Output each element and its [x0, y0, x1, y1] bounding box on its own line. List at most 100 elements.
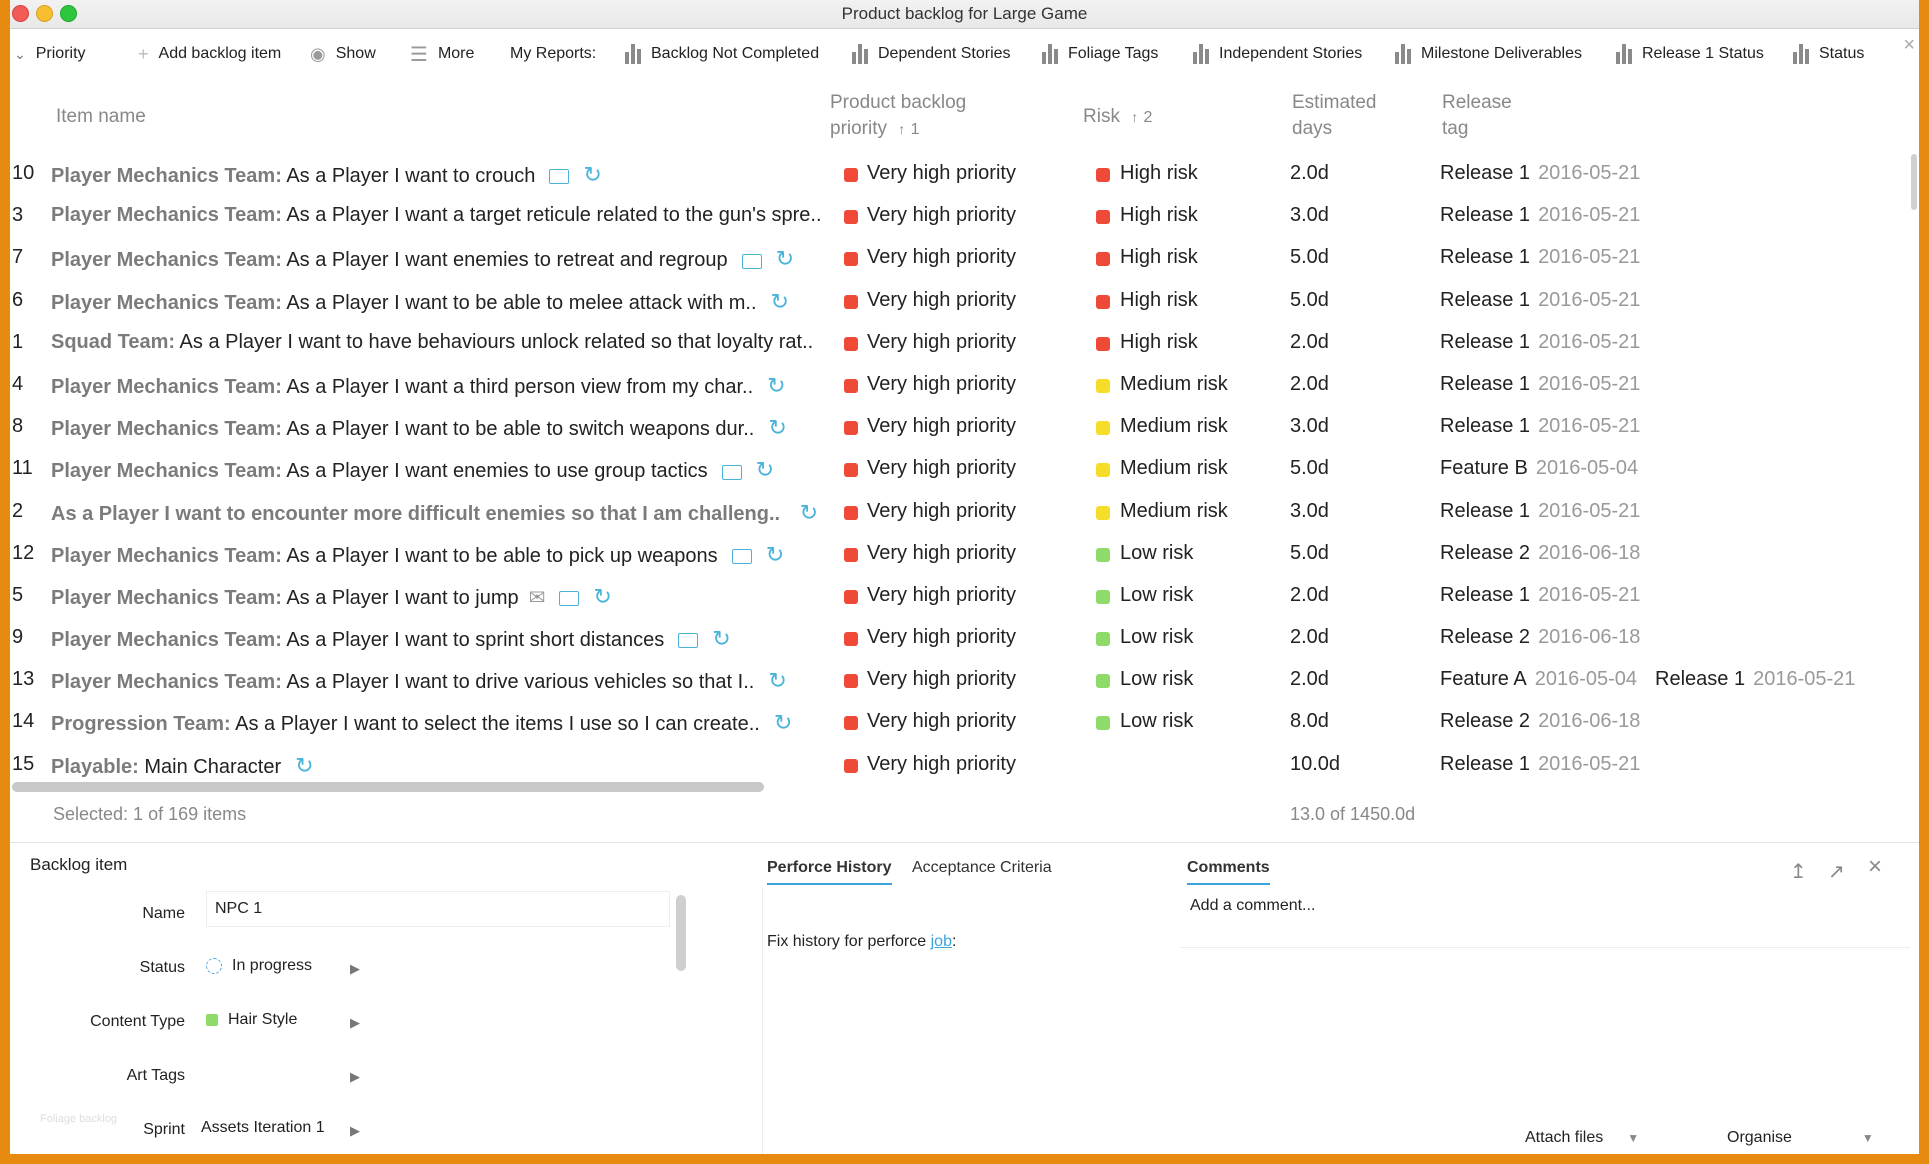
add-backlog-item-button[interactable]: + Add backlog item	[138, 44, 281, 65]
organise-button[interactable]: Organise ▼	[1727, 1129, 1874, 1146]
workflow-icon[interactable]: ↻	[775, 246, 795, 272]
item-name[interactable]: Player Mechanics Team: As a Player I wan…	[51, 204, 821, 227]
table-row[interactable]: 5 Player Mechanics Team: As a Player I wa…	[10, 576, 1919, 618]
item-name[interactable]: Player Mechanics Team: As a Player I wan…	[51, 162, 821, 188]
close-icon[interactable]: ×	[1903, 34, 1915, 56]
content-type-field[interactable]: Hair Style	[206, 1011, 297, 1029]
sprint-expand-icon[interactable]: ▶	[350, 1123, 360, 1138]
table-row[interactable]: 15 Playable: Main Character ↻ Very high pri…	[10, 745, 1919, 787]
comment-box[interactable]	[1180, 887, 1910, 948]
minimize-window-button[interactable]	[36, 5, 53, 22]
table-row[interactable]: 13 Player Mechanics Team: As a Player I w…	[10, 660, 1919, 702]
content-type-expand-icon[interactable]: ▶	[350, 1015, 360, 1030]
workflow-icon[interactable]: ↻	[712, 626, 731, 652]
comment-icon[interactable]	[731, 548, 752, 564]
item-name[interactable]: Player Mechanics Team: As a Player I wan…	[51, 584, 821, 610]
column-priority[interactable]: Product backlog priority ↑ 1	[830, 90, 1020, 143]
item-name[interactable]: Player Mechanics Team: As a Player I wan…	[51, 289, 821, 315]
horizontal-scrollbar[interactable]	[12, 782, 764, 792]
table-row[interactable]: 8 Player Mechanics Team: As a Player I wa…	[10, 407, 1919, 449]
workflow-icon[interactable]: ↻	[755, 457, 775, 483]
workflow-icon[interactable]: ↻	[799, 499, 819, 525]
show-button[interactable]: ◉ Show	[310, 44, 376, 65]
pin-icon[interactable]: ↥	[1790, 861, 1807, 883]
art-tags-expand-icon[interactable]: ▶	[350, 1069, 360, 1084]
release-tag: Release 1 2016-05-21	[1440, 246, 1640, 269]
workflow-icon[interactable]: ↻	[583, 162, 602, 187]
close-window-button[interactable]	[12, 5, 29, 22]
comment-placeholder[interactable]: Add a comment...	[1190, 897, 1316, 914]
vertical-scrollbar[interactable]	[1911, 154, 1917, 210]
item-name[interactable]: Player Mechanics Team: As a Player I wan…	[51, 373, 821, 399]
column-item-name[interactable]: Item name	[56, 106, 146, 127]
table-row[interactable]: 12 Player Mechanics Team: As a Player I w…	[10, 534, 1919, 576]
table-row[interactable]: 3 Player Mechanics Team: As a Player I wa…	[10, 196, 1919, 238]
column-risk[interactable]: Risk ↑ 2	[1083, 104, 1152, 131]
report-status[interactable]: Status	[1793, 44, 1864, 64]
comment-icon[interactable]	[741, 253, 762, 269]
report-foliage-tags[interactable]: Foliage Tags	[1042, 44, 1158, 64]
item-name[interactable]: Player Mechanics Team: As a Player I wan…	[51, 457, 821, 483]
report-dependent-stories[interactable]: Dependent Stories	[852, 44, 1011, 64]
workflow-icon[interactable]: ↻	[770, 288, 789, 314]
comment-icon[interactable]	[678, 633, 699, 649]
comment-icon[interactable]	[721, 464, 742, 480]
workflow-icon[interactable]: ↻	[295, 752, 314, 778]
item-name[interactable]: Player Mechanics Team: As a Player I wan…	[51, 668, 821, 694]
item-id: 1	[12, 330, 24, 353]
job-link[interactable]: job	[930, 933, 952, 950]
more-button[interactable]: ☰ More	[410, 42, 474, 67]
item-name[interactable]: Player Mechanics Team: As a Player I wan…	[51, 542, 821, 568]
table-row[interactable]: 7 Player Mechanics Team: As a Player I wa…	[10, 238, 1919, 280]
item-name[interactable]: Player Mechanics Team: As a Player I wan…	[51, 626, 821, 652]
comment-icon[interactable]	[549, 169, 570, 185]
item-name[interactable]: Player Mechanics Team: As a Player I wan…	[51, 415, 821, 441]
report-backlog-not-completed[interactable]: Backlog Not Completed	[625, 44, 819, 64]
comment-icon[interactable]	[559, 591, 580, 607]
sprint-field[interactable]: Assets Iteration 1	[201, 1119, 325, 1137]
status-expand-icon[interactable]: ▶	[350, 961, 360, 976]
table-row[interactable]: 10 Player Mechanics Team: As a Player I w…	[10, 154, 1919, 196]
release-name: Release 1	[1655, 668, 1746, 691]
item-name[interactable]: Squad Team: As a Player I want to have b…	[51, 331, 821, 354]
mail-icon[interactable]: ✉	[528, 586, 546, 609]
pop-out-icon[interactable]: ↗	[1828, 861, 1845, 883]
workflow-icon[interactable]: ↻	[768, 668, 787, 694]
item-name[interactable]: As a Player I want to encounter more dif…	[51, 500, 821, 526]
item-name[interactable]: Playable: Main Character ↻	[51, 753, 821, 779]
table-row[interactable]: 14 Progression Team: As a Player I want t…	[10, 702, 1919, 744]
workflow-icon[interactable]: ↻	[773, 710, 793, 736]
workflow-icon[interactable]: ↻	[767, 372, 786, 398]
tab-acceptance-criteria[interactable]: Acceptance Criteria	[912, 859, 1052, 876]
item-name[interactable]: Progression Team: As a Player I want to …	[51, 710, 821, 736]
zoom-window-button[interactable]	[60, 5, 77, 22]
priority-value: Very high priority	[867, 415, 1016, 438]
workflow-icon[interactable]: ↻	[765, 541, 785, 567]
table-row[interactable]: 2 As a Player I want to encounter more di…	[10, 492, 1919, 534]
workflow-icon[interactable]: ↻	[593, 583, 612, 609]
table-row[interactable]: 11 Player Mechanics Team: As a Player I w…	[10, 449, 1919, 491]
table-row[interactable]: 9 Player Mechanics Team: As a Player I wa…	[10, 618, 1919, 660]
report-milestone-deliverables[interactable]: Milestone Deliverables	[1395, 44, 1582, 64]
close-panel-icon[interactable]: ×	[1868, 853, 1883, 880]
table-row[interactable]: 1 Squad Team: As a Player I want to have …	[10, 323, 1919, 365]
toolbar: ⌄ Priority + Add backlog item ◉ Show ☰ M…	[10, 28, 1919, 80]
name-field[interactable]: NPC 1	[206, 891, 670, 927]
tab-perforce-history[interactable]: Perforce History	[767, 859, 892, 885]
table-row[interactable]: 4 Player Mechanics Team: As a Player I wa…	[10, 365, 1919, 407]
tab-comments[interactable]: Comments	[1187, 859, 1270, 885]
priority-menu[interactable]: ⌄ Priority	[14, 45, 86, 63]
report-release-1-status[interactable]: Release 1 Status	[1616, 44, 1764, 64]
report-independent-stories[interactable]: Independent Stories	[1193, 44, 1362, 64]
release-tag: Release 2 2016-06-18	[1440, 710, 1640, 733]
status-field[interactable]: In progress	[206, 957, 312, 975]
column-estimated-days[interactable]: Estimated days	[1292, 92, 1377, 139]
release-name: Release 1	[1440, 162, 1531, 184]
table-row[interactable]: 6 Player Mechanics Team: As a Player I wa…	[10, 281, 1919, 323]
attach-files-button[interactable]: Attach files ▼	[1525, 1129, 1640, 1146]
column-release-tag[interactable]: Release tag	[1442, 92, 1512, 139]
item-name[interactable]: Player Mechanics Team: As a Player I wan…	[51, 246, 821, 272]
detail-scrollbar[interactable]	[676, 895, 686, 971]
priority-color-icon	[844, 716, 858, 731]
workflow-icon[interactable]: ↻	[768, 415, 787, 441]
